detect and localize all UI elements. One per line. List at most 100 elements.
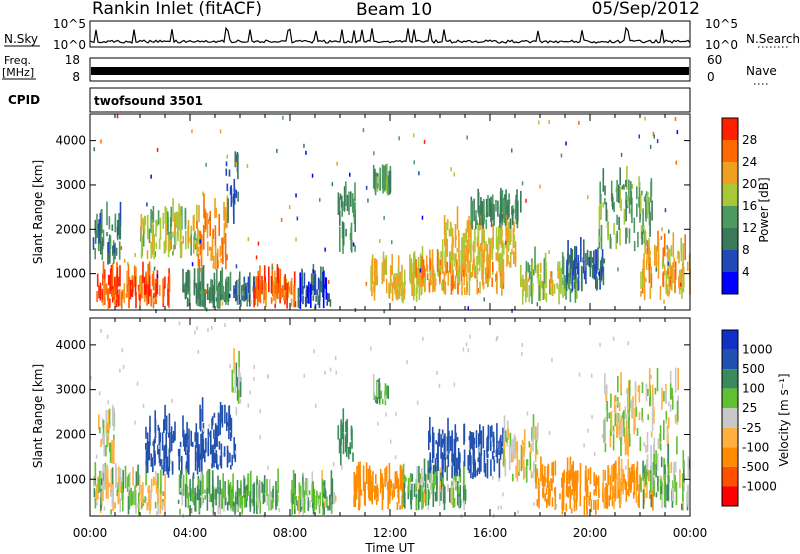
data-cell [257,276,259,290]
noise-cell [255,255,258,260]
data-cell [646,431,649,452]
data-cell [450,259,452,275]
data-cell [256,484,259,503]
data-cell [612,463,615,482]
data-cell [528,441,531,448]
data-cell [538,482,540,509]
data-cell [242,295,244,301]
data-cell [153,439,155,458]
colorbar-tick-label: 24 [742,155,757,169]
data-cell [569,268,571,278]
data-cell [165,224,167,251]
noise-cell [319,197,321,202]
noise-cell [638,134,640,139]
data-cell [181,488,184,506]
data-cell [394,281,396,290]
data-cell [451,432,453,456]
data-cell [501,448,504,454]
data-cell [94,219,97,234]
data-cell [609,474,612,500]
data-cell [493,459,496,472]
data-cell [662,271,665,288]
data-cell [202,474,204,494]
data-cell [642,489,645,509]
data-cell [151,219,154,236]
noise-cell [211,325,213,330]
data-cell [528,285,531,303]
data-cell [442,475,444,487]
data-cell [396,281,399,301]
data-cell [544,477,547,483]
data-cell [630,477,632,493]
data-cell [385,465,388,485]
noise-cell [334,356,337,361]
noise-cell [578,120,580,125]
data-cell [631,473,634,480]
data-cell [550,285,552,296]
data-cell [663,233,666,257]
data-cell [393,486,395,498]
data-cell [477,288,479,293]
data-cell [276,264,279,289]
data-cell [645,469,648,485]
data-cell [186,297,189,307]
data-cell [376,259,378,278]
data-cell [524,467,527,478]
data-cell [528,264,531,280]
data-cell [386,178,388,194]
data-cell [103,434,105,457]
noise-cell [479,448,481,453]
time-axis-label: Time UT [364,541,415,554]
noise-cell [413,133,415,138]
data-cell [600,224,603,250]
noise-cell [205,162,207,167]
noise-cell [224,323,226,327]
data-cell [312,295,315,301]
data-cell [154,501,157,509]
data-cell [518,471,520,476]
data-cell [422,259,425,284]
data-cell [475,216,477,227]
data-cell [659,443,662,451]
data-cell [149,490,151,515]
data-cell [434,491,437,502]
noise-cell [665,419,668,424]
noise-cell [153,266,156,271]
data-cell [426,273,429,280]
data-cell [411,289,414,297]
data-cell [547,463,550,477]
data-cell [532,472,534,479]
data-cell [649,197,651,203]
data-cell [530,443,532,455]
data-cell [587,468,590,481]
data-cell [98,285,100,299]
data-cell [562,256,565,278]
data-cell [656,452,659,471]
data-cell [259,298,262,304]
data-cell [357,503,360,510]
data-cell [645,191,648,196]
data-cell [426,483,429,488]
data-cell [649,396,651,407]
data-cell [104,466,106,486]
data-cell [510,439,513,455]
data-cell [638,176,640,188]
data-cell [266,493,269,506]
data-cell [576,476,578,502]
data-cell [446,261,449,274]
data-cell [223,201,225,221]
data-cell [194,487,196,512]
data-cell [628,471,630,497]
data-cell [302,285,304,295]
data-cell [306,478,309,502]
data-cell [534,426,537,440]
data-cell [198,267,201,290]
data-cell [451,454,453,464]
data-cell [520,190,522,213]
data-cell [214,423,217,447]
data-cell [137,464,139,486]
data-cell [199,453,201,472]
data-cell [135,489,137,514]
data-cell [391,282,394,302]
data-cell [303,272,306,289]
